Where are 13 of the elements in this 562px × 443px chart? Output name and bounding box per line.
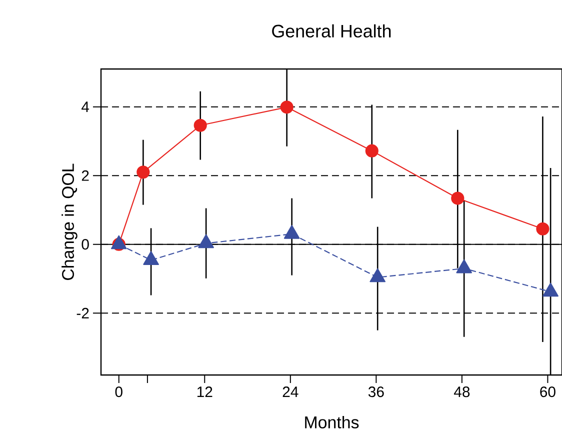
y-tick-label: 0 [82, 239, 89, 250]
y-axis-title: Change in QOL [62, 164, 78, 280]
x-tick-label: 60 [540, 386, 556, 398]
x-tick-label: 36 [368, 386, 384, 398]
x-tick-label: 24 [282, 386, 298, 397]
y-tick-label: -2 [76, 308, 89, 318]
chart-title: General Health [272, 24, 391, 38]
x-tick-label: 0 [115, 386, 122, 398]
y-tick-label: 2 [82, 170, 89, 181]
x-tick-label: 48 [454, 386, 470, 398]
y-tick-label: 4 [82, 102, 90, 112]
x-tick-label: 12 [197, 386, 212, 397]
x-axis-title: Months [305, 416, 359, 428]
